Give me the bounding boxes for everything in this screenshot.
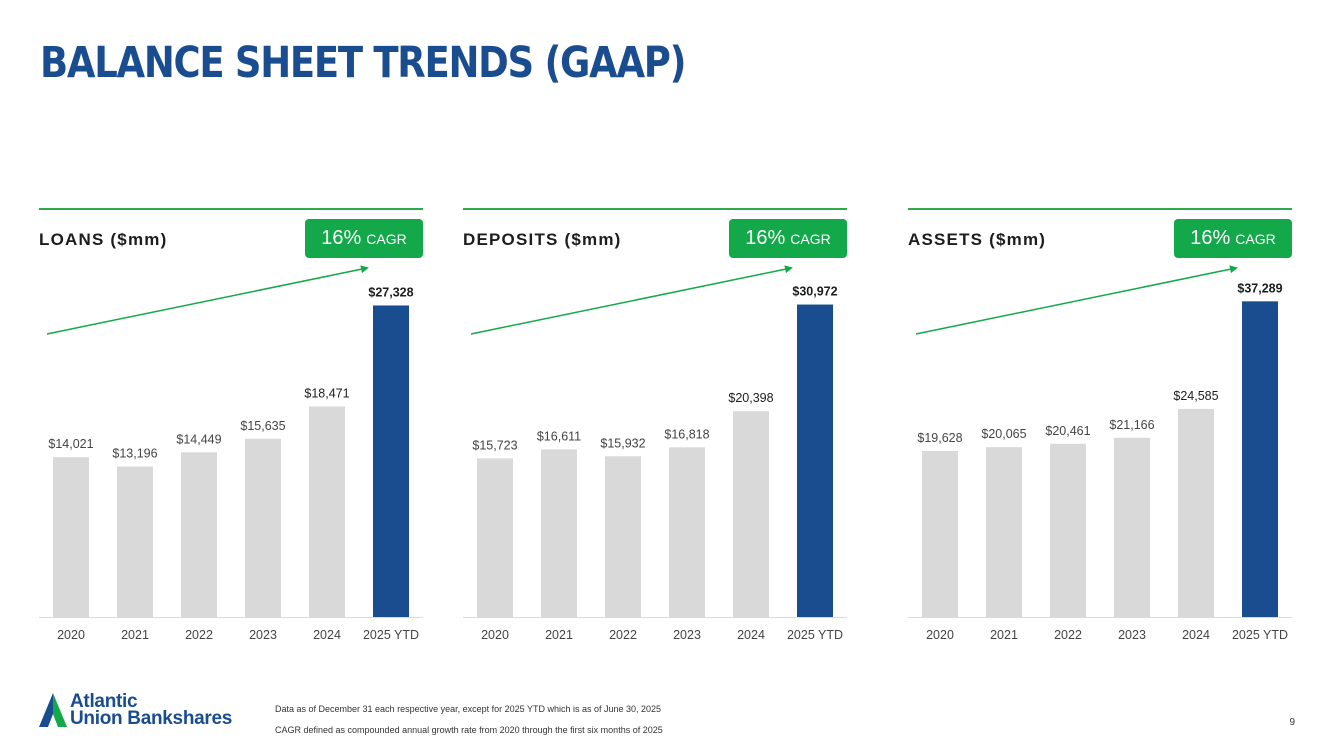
cagr-badge-deposits: 16% CAGR (729, 219, 847, 258)
bar-2022 (181, 452, 217, 617)
x-tick-label: 2023 (249, 628, 277, 642)
bar-2020 (53, 457, 89, 617)
cagr-value: 16% (1190, 227, 1231, 249)
bar-2024 (309, 406, 345, 617)
bar-2021 (986, 447, 1022, 617)
bar-2023 (1114, 437, 1150, 617)
x-tick-label: 2025 YTD (787, 628, 843, 642)
page-title: BALANCE SHEET TRENDS (GAAP) (40, 38, 686, 88)
assets-panel: ASSETS ($mm) 16% CAGR $19,628 2020 $20,065… (908, 205, 1292, 655)
x-tick-label: 2023 (673, 628, 701, 642)
panel-rule (463, 208, 847, 210)
logo-text: Atlantic Union Bankshares (70, 691, 233, 729)
logo-line2: Union Bankshares (70, 708, 233, 729)
chart-title-assets: ASSETS ($mm) (908, 230, 1047, 249)
panel-rule (39, 208, 423, 210)
x-tick-label: 2024 (737, 628, 765, 642)
deposits-panel: DEPOSITS ($mm) 16% CAGR $15,723 2020 $16,6… (463, 205, 847, 655)
bar-2020 (922, 450, 958, 617)
x-tick-label: 2022 (1054, 628, 1082, 642)
cagr-label: CAGR (1235, 230, 1276, 247)
bar-2020 (477, 458, 513, 617)
data-label: $18,471 (304, 386, 349, 400)
bar-2025-ytd (797, 304, 833, 617)
data-label: $20,398 (728, 391, 773, 405)
x-tick-label: 2025 YTD (363, 628, 419, 642)
bar-2025-ytd (373, 305, 409, 617)
cagr-badge-loans: 16% CAGR (305, 219, 423, 258)
cagr-label: CAGR (790, 230, 831, 247)
data-label: $21,166 (1109, 418, 1154, 432)
loans-panel: LOANS ($mm) 16% CAGR $14,021 2020 $13,196 2… (39, 205, 423, 655)
cagr-value: 16% (745, 227, 786, 249)
x-tick-label: 2020 (57, 628, 85, 642)
data-label: $30,972 (792, 285, 837, 299)
x-tick-label: 2022 (185, 628, 213, 642)
data-label: $15,932 (600, 436, 645, 450)
bar-2023 (245, 438, 281, 617)
x-tick-label: 2021 (990, 628, 1018, 642)
chart-title-loans: LOANS ($mm) (39, 230, 168, 249)
data-label: $14,449 (176, 432, 221, 446)
bar-2024 (733, 411, 769, 617)
bar-2021 (541, 449, 577, 617)
loans-bar-chart: $14,021 2020 $13,196 2021 $14,449 2022 $15,635… (39, 265, 423, 642)
data-label: $37,289 (1237, 281, 1282, 295)
chart-title-deposits: DEPOSITS ($mm) (463, 230, 622, 249)
data-label: $15,635 (240, 419, 285, 433)
bar-2021 (117, 466, 153, 617)
x-tick-label: 2024 (1182, 628, 1210, 642)
trend-arrow (915, 265, 1238, 335)
x-tick-label: 2020 (926, 628, 954, 642)
logo-mark-icon (39, 693, 67, 727)
footnote-2: CAGR defined as compounded annual growth… (275, 725, 663, 735)
data-label: $16,818 (664, 427, 709, 441)
cagr-badge-assets: 16% CAGR (1174, 219, 1292, 258)
x-tick-label: 2020 (481, 628, 509, 642)
logo-line1: Atlantic (70, 691, 138, 712)
company-logo: Atlantic Union Bankshares (38, 692, 232, 728)
cagr-label: CAGR (366, 230, 407, 247)
data-label: $19,628 (917, 431, 962, 445)
x-tick-label: 2021 (121, 628, 149, 642)
data-label: $20,065 (981, 427, 1026, 441)
trend-arrow (470, 265, 793, 335)
trend-arrow (46, 265, 369, 335)
footnote-1: Data as of December 31 each respective y… (275, 704, 662, 714)
panel-rule (908, 208, 1292, 210)
data-label: $27,328 (368, 285, 413, 299)
data-label: $13,196 (112, 447, 157, 461)
deposits-bar-chart: $15,723 2020 $16,611 2021 $15,932 2022 $16,818… (463, 265, 847, 642)
page-number: 9 (1289, 717, 1295, 728)
data-label: $15,723 (472, 438, 517, 452)
bar-2022 (605, 456, 641, 617)
bar-2025-ytd (1242, 301, 1278, 617)
data-label: $24,585 (1173, 389, 1218, 403)
x-tick-label: 2024 (313, 628, 341, 642)
x-tick-label: 2025 YTD (1232, 628, 1288, 642)
x-tick-label: 2022 (609, 628, 637, 642)
data-label: $16,611 (537, 429, 581, 443)
bar-2023 (669, 447, 705, 617)
data-label: $20,461 (1045, 424, 1090, 438)
bar-2022 (1050, 443, 1086, 617)
x-tick-label: 2023 (1118, 628, 1146, 642)
cagr-value: 16% (321, 227, 362, 249)
assets-bar-chart: $19,628 2020 $20,065 2021 $20,461 2022 $21,166… (908, 265, 1292, 642)
bar-2024 (1178, 408, 1214, 617)
x-tick-label: 2021 (545, 628, 573, 642)
data-label: $14,021 (48, 437, 93, 451)
